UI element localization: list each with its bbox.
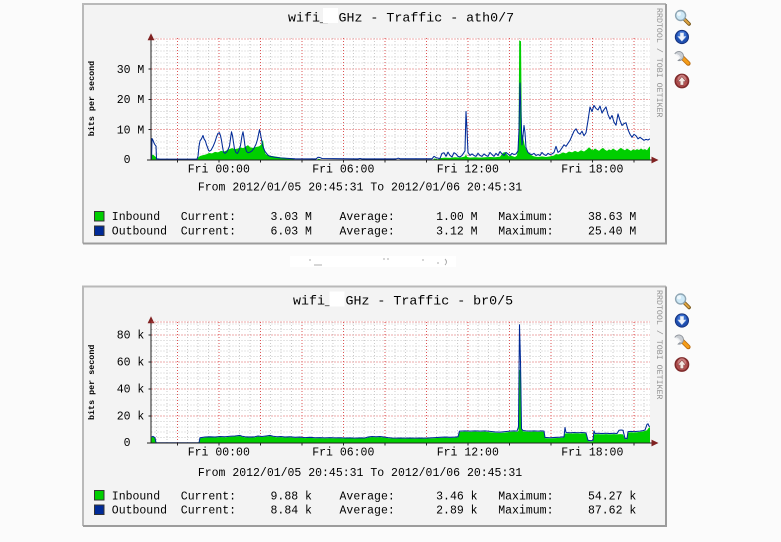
svg-text:Outbound Current: 8.84 k: Outbound Current: 8.84 k Average: 2.89 k… bbox=[112, 505, 637, 518]
svg-text:Fri 00:00: Fri 00:00 bbox=[188, 163, 250, 176]
svg-text:RRDTOOL / TOBI OETIKER: RRDTOOL / TOBI OETIKER bbox=[654, 290, 664, 400]
svg-text:0: 0 bbox=[124, 154, 131, 167]
svg-text:From 2012/01/05 20:45:31 To 20: From 2012/01/05 20:45:31 To 2012/01/06 2… bbox=[198, 181, 522, 194]
svg-text:30 M: 30 M bbox=[117, 64, 145, 77]
svg-text:From 2012/01/05 20:45:31 To 20: From 2012/01/05 20:45:31 To 2012/01/06 2… bbox=[198, 467, 522, 480]
svg-text:60 k: 60 k bbox=[117, 357, 145, 370]
svg-text:10 M: 10 M bbox=[117, 124, 145, 137]
svg-text:wifi_: wifi_ bbox=[293, 294, 333, 309]
svg-text:RRDTOOL / TOBI OETIKER: RRDTOOL / TOBI OETIKER bbox=[654, 8, 664, 118]
svg-text:Fri 00:00: Fri 00:00 bbox=[188, 447, 250, 460]
svg-text:Fri 12:00: Fri 12:00 bbox=[437, 163, 499, 176]
svg-text:0: 0 bbox=[124, 437, 131, 450]
svg-text:Fri 18:00: Fri 18:00 bbox=[561, 447, 623, 460]
svg-text:Fri 12:00: Fri 12:00 bbox=[437, 447, 499, 460]
svg-text:Inbound Current: 9.88 k: Inbound Current: 9.88 k Average: 3.46 k … bbox=[112, 490, 637, 503]
svg-text:80 k: 80 k bbox=[117, 330, 145, 343]
svg-text:Inbound Current: 3.03 M: Inbound Current: 3.03 M Average: 1.00 M … bbox=[112, 211, 637, 224]
svg-text:GHz - Traffic - br0/5: GHz - Traffic - br0/5 bbox=[346, 294, 514, 309]
svg-text:Outbound Current: 6.03 M: Outbound Current: 6.03 M Average: 3.12 M… bbox=[112, 226, 637, 239]
svg-text:Fri 06:00: Fri 06:00 bbox=[312, 447, 374, 460]
svg-text:Fri 18:00: Fri 18:00 bbox=[561, 163, 623, 176]
svg-text:40 k: 40 k bbox=[117, 384, 145, 397]
svg-text:Fri 06:00: Fri 06:00 bbox=[312, 163, 374, 176]
svg-text:wifi_: wifi_ bbox=[288, 11, 328, 26]
svg-text:bits per second: bits per second bbox=[87, 345, 97, 420]
svg-text:bits per second: bits per second bbox=[87, 61, 97, 136]
svg-text:GHz - Traffic - ath0/7: GHz - Traffic - ath0/7 bbox=[339, 11, 515, 26]
svg-text:20 M: 20 M bbox=[117, 94, 145, 107]
svg-text:20 k: 20 k bbox=[117, 411, 145, 424]
